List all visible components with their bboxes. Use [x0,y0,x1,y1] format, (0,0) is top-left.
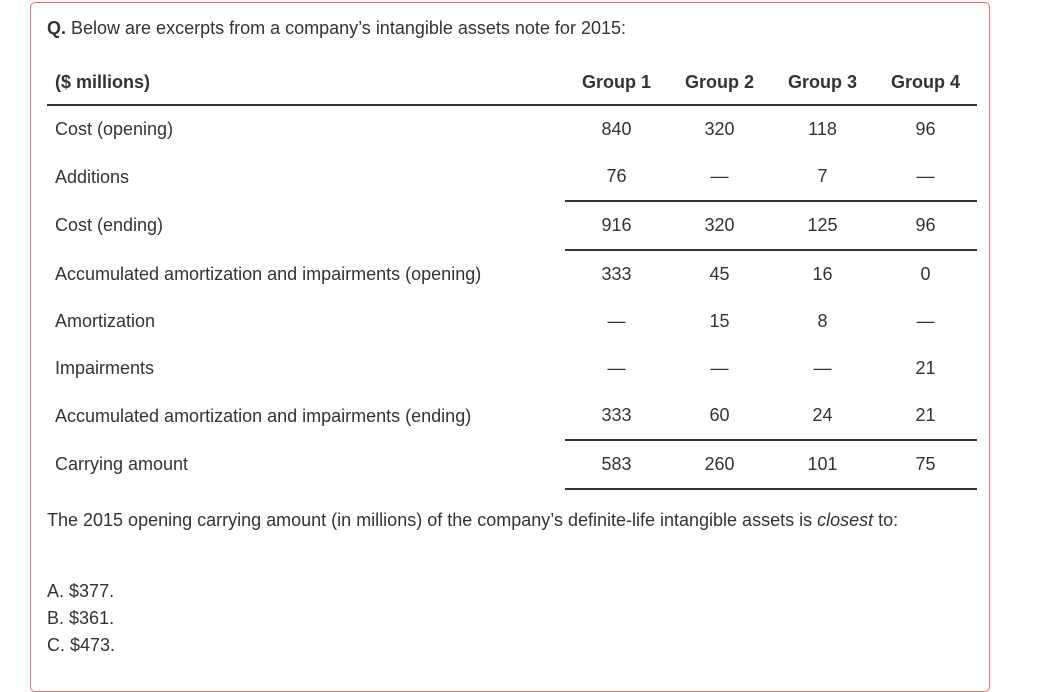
option-b[interactable]: B. $361. [47,605,115,632]
cell: — [607,358,626,378]
cell: 260 [668,439,771,490]
row-label: Impairments [55,358,155,378]
cell: 118 [808,119,837,139]
table-row: Cost (ending) 916 320 125 96 [47,200,977,250]
option-text: $377. [69,581,115,601]
cell: 21 [915,358,936,378]
table-row: Impairments — — — 21 [47,345,977,392]
cell: 16 [771,249,874,298]
column-header: Group 1 [581,71,651,92]
row-label: Cost (opening) [55,119,174,139]
option-a[interactable]: A. $377. [47,578,115,605]
column-header: Group 4 [890,71,960,92]
option-text: $361. [69,608,115,628]
cell: 0 [874,249,977,298]
prompt-emphasis: closest [817,510,874,530]
cell: 333 [565,249,668,298]
row-label: Additions [55,166,130,187]
cell: 333 [601,405,632,425]
table-row: Carrying amount 583 260 101 75 [47,439,977,490]
cell: 916 [565,200,668,250]
cell: 101 [771,439,874,490]
cell: 320 [704,119,735,139]
answer-options: A. $377. B. $361. C. $473. [47,578,115,659]
cell: — [607,311,626,331]
option-c[interactable]: C. $473. [47,632,115,659]
row-label: Carrying amount [55,454,189,474]
column-header: Group 3 [787,71,857,92]
units-header: ($ millions) [55,71,151,92]
cell: 21 [915,405,936,425]
prompt-text-end: to: [873,510,899,530]
table-row: Cost (opening) 840 320 118 96 [47,105,977,153]
cell: 15 [709,311,730,331]
cell: 8 [817,311,828,331]
row-label: Cost (ending) [55,215,164,235]
cell: — [710,358,729,378]
table-row: Amortization — 15 8 — [47,298,977,345]
table-row: Accumulated amortization and impairments… [47,249,977,298]
option-text: $473. [70,635,116,655]
option-letter: A. [47,581,65,601]
table-header-row: ($ millions) Group 1 Group 2 Group 3 Gro… [47,60,977,105]
table-row: Additions 76 — 7 — [47,153,977,201]
column-header: Group 2 [684,71,754,92]
cell: 7 [817,166,828,186]
question-prompt: The 2015 opening carrying amount (in mil… [47,506,977,535]
cell: 320 [668,200,771,250]
cell: — [813,358,832,378]
table-row: Accumulated amortization and impairments… [47,392,977,440]
cell: — [710,166,729,186]
cell: 96 [915,119,936,139]
row-label: Accumulated amortization and impairments… [55,405,472,426]
cell: 96 [874,200,977,250]
row-label: Amortization [55,311,156,331]
cell: 840 [601,119,632,139]
cell: 125 [771,200,874,250]
cell: 583 [565,439,668,490]
cell: — [916,311,935,331]
question-text: Below are excerpts from a company’s inta… [66,18,626,38]
option-letter: C. [47,635,65,655]
cell: 45 [668,249,771,298]
row-label: Accumulated amortization and impairments… [55,263,482,284]
prompt-text: The 2015 opening carrying amount (in mil… [47,510,818,530]
question-prefix: Q. [47,18,67,38]
cell: 60 [709,405,730,425]
cell: — [916,166,935,186]
intangible-assets-table: ($ millions) Group 1 Group 2 Group 3 Gro… [47,60,977,490]
question-stem: Q. Below are excerpts from a company’s i… [47,18,626,39]
cell: 75 [874,439,977,490]
cell: 24 [812,405,833,425]
cell: 76 [606,166,627,186]
option-letter: B. [47,608,65,628]
question-card [30,2,990,692]
